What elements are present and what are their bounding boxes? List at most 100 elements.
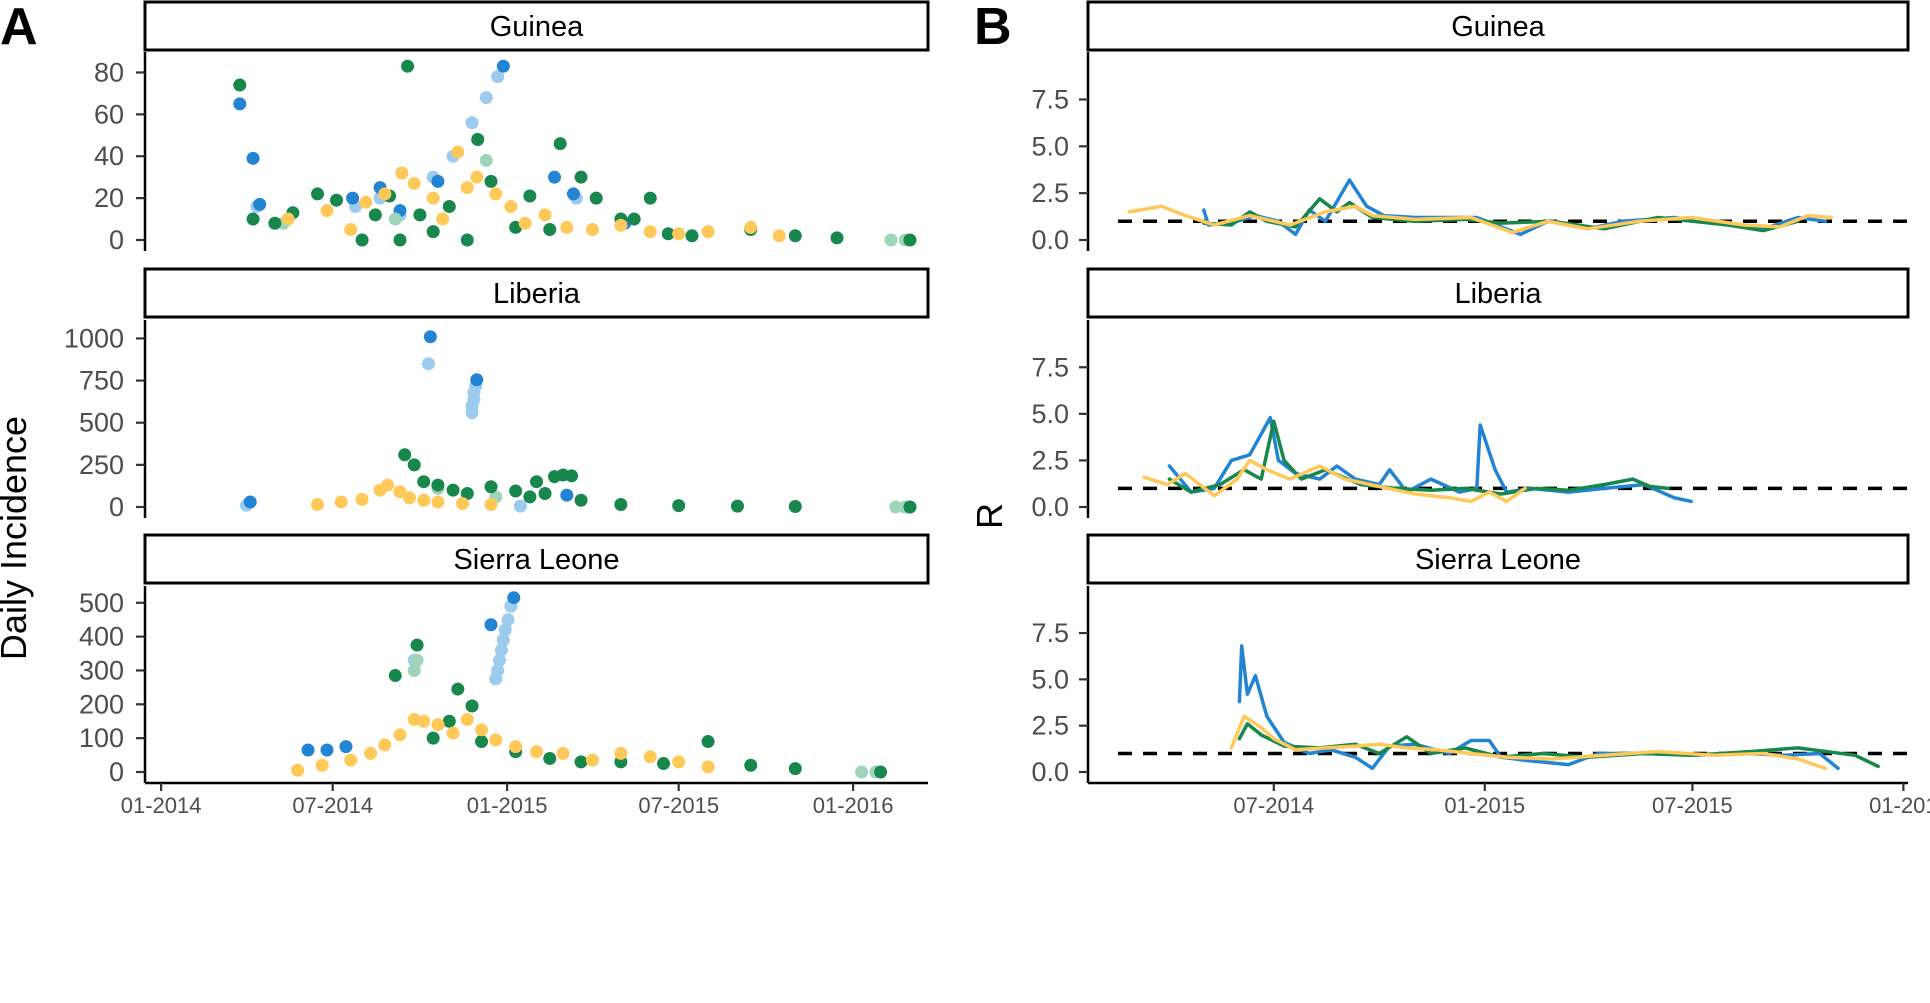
data-point: [460, 181, 474, 195]
data-point: [489, 187, 503, 201]
y-tick-label: 60: [94, 99, 124, 129]
data-point: [301, 743, 315, 757]
facet-label: Liberia: [493, 278, 581, 310]
data-point: [553, 137, 567, 151]
data-point: [410, 653, 424, 667]
data-point: [874, 765, 888, 779]
data-point: [465, 116, 479, 130]
data-point: [291, 763, 305, 777]
facet-strip: [143, 533, 930, 585]
data-point: [730, 499, 744, 513]
data-point: [501, 613, 515, 627]
data-point: [496, 59, 510, 73]
data-point: [744, 220, 758, 234]
y-tick-label: 0.0: [1031, 492, 1069, 522]
data-point: [530, 745, 543, 759]
data-point: [253, 197, 267, 211]
data-point: [378, 738, 392, 752]
data-point: [493, 653, 507, 667]
y-tick-label: 500: [79, 408, 124, 438]
series-dark_blue: [301, 591, 521, 757]
series-dark_green: [233, 59, 917, 247]
data-point: [311, 187, 325, 201]
data-point: [884, 233, 898, 247]
y-tick-label: 5.0: [1031, 399, 1069, 429]
x-tick-label: 07-2014: [292, 793, 373, 818]
data-point: [423, 330, 437, 344]
y-tick-label: 2.5: [1031, 178, 1069, 208]
facet-label: Liberia: [1454, 278, 1542, 310]
data-point: [407, 176, 421, 190]
data-point: [460, 487, 474, 501]
y-tick-label: 100: [79, 723, 124, 753]
data-point: [509, 740, 523, 754]
data-point: [417, 475, 431, 489]
data-point: [334, 495, 348, 509]
series-light_green: [431, 481, 912, 514]
x-tick-label: 01-2015: [467, 793, 548, 818]
data-point: [523, 189, 537, 203]
data-point: [565, 469, 579, 483]
data-point: [530, 475, 543, 489]
data-point: [491, 663, 505, 677]
data-point: [657, 757, 671, 771]
data-point: [446, 483, 460, 497]
data-point: [589, 191, 603, 205]
data-point: [398, 448, 412, 462]
y-tick-label: 0: [109, 757, 124, 787]
data-point: [339, 740, 353, 754]
x-tick-label: 01-2016: [813, 793, 894, 818]
data-point: [614, 218, 628, 232]
y-tick-label: 40: [94, 141, 124, 171]
data-point: [574, 170, 588, 184]
facet-label: Guinea: [490, 11, 584, 43]
data-point: [393, 233, 407, 247]
data-point: [381, 478, 395, 492]
data-point: [368, 208, 382, 222]
data-point: [388, 212, 402, 226]
y-tick-label: 200: [79, 689, 124, 719]
y-tick-label: 1000: [64, 323, 124, 353]
data-point: [417, 493, 431, 507]
incidence-panel: Guinea020406080Liberia02505007501000Sier…: [64, 0, 930, 818]
data-point: [518, 216, 532, 230]
data-point: [320, 204, 334, 218]
data-point: [451, 682, 465, 696]
data-point: [614, 746, 628, 760]
x-tick-label: 07-2015: [638, 793, 719, 818]
data-point: [407, 458, 421, 472]
facet-liberia: Liberia 0 250 500 750 1000: [64, 267, 930, 522]
data-point: [643, 750, 657, 764]
data-point: [614, 497, 628, 511]
data-point: [627, 212, 641, 226]
data-point: [788, 762, 802, 776]
left-y-axis-title: Daily Incidence: [0, 416, 34, 660]
facet-strip: [1086, 533, 1910, 585]
y-tick-label: 80: [94, 57, 124, 87]
data-point: [672, 227, 686, 241]
data-point: [320, 743, 334, 757]
data-point: [538, 487, 552, 501]
data-point: [451, 145, 465, 159]
data-point: [672, 755, 686, 769]
data-point: [460, 233, 474, 247]
data-point: [355, 492, 369, 506]
data-point: [556, 746, 570, 760]
data-point: [407, 663, 421, 677]
facet-guinea: Guinea 0.0 2.5 5.0 7.5: [1031, 0, 1910, 255]
data-point: [903, 500, 917, 514]
data-point: [830, 231, 844, 245]
y-tick-label: 300: [79, 655, 124, 685]
data-point: [329, 193, 343, 207]
r-panel: Guinea0.02.55.07.5Liberia0.02.55.07.5Sie…: [1031, 0, 1930, 818]
y-tick-label: 500: [79, 588, 124, 618]
y-tick-label: 250: [79, 450, 124, 480]
data-point: [903, 233, 917, 247]
data-point: [410, 638, 424, 652]
data-point: [233, 97, 247, 111]
data-point: [311, 497, 325, 511]
series-dark_blue: [243, 330, 574, 509]
data-point: [315, 758, 329, 772]
data-point: [498, 623, 512, 637]
data-point: [446, 726, 460, 740]
